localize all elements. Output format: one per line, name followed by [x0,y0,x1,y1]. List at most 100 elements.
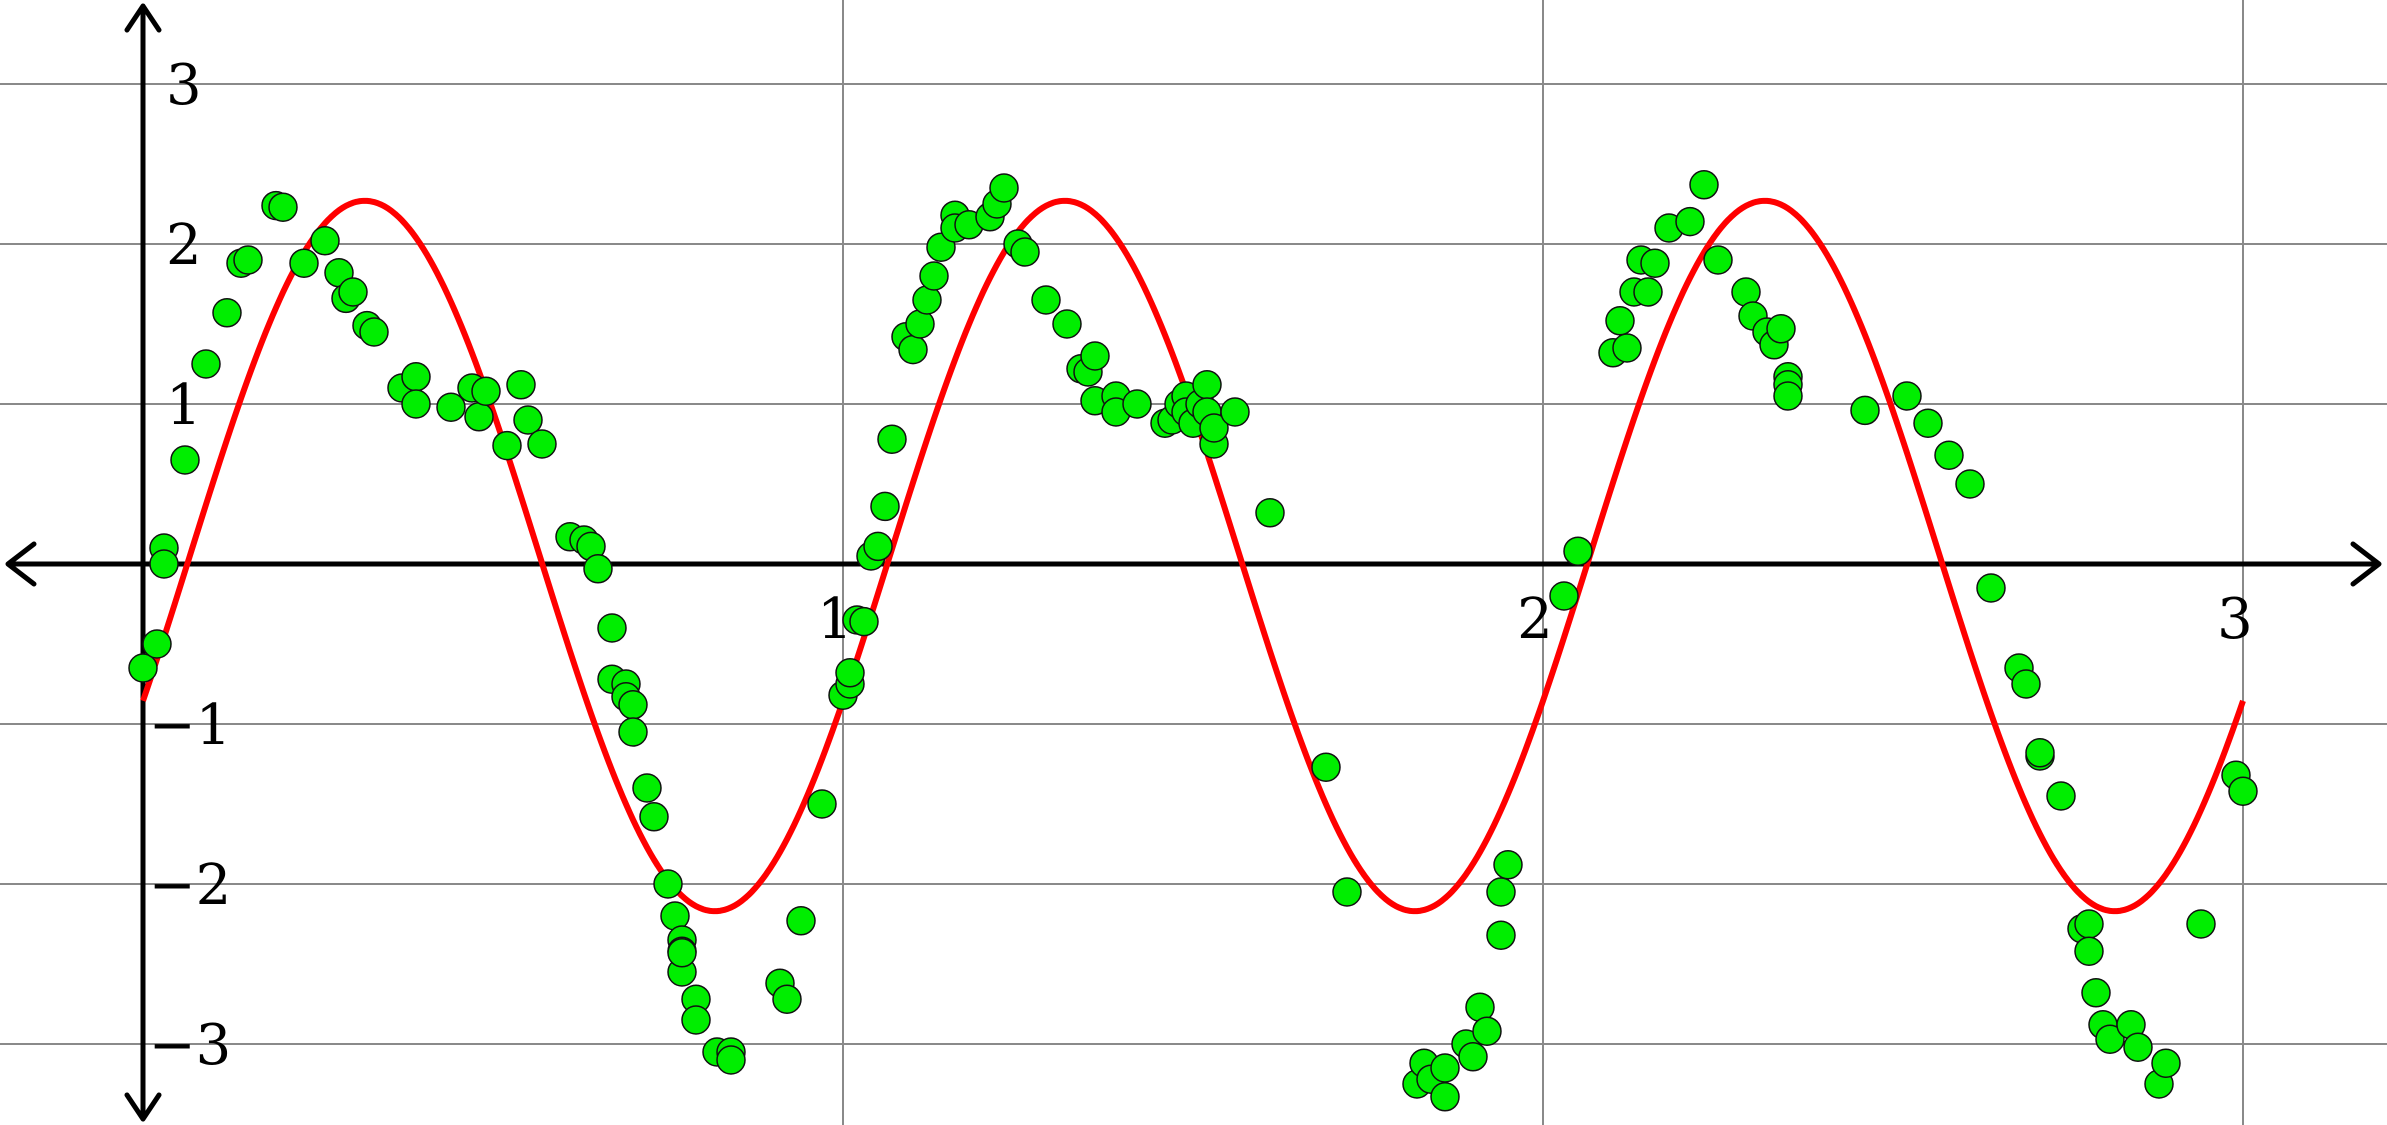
scatter-point [233,245,263,275]
scatter-point [1892,381,1922,411]
scatter-point [2074,936,2104,966]
scatter-point [2046,781,2076,811]
scatter-point [1311,752,1341,782]
fit-curve [140,197,2246,915]
scatter-point [1010,237,1040,267]
scatter-point [1199,413,1229,443]
scatter-point [401,362,431,392]
points-layer [128,170,2258,1112]
scatter-point [1703,245,1733,275]
scatter-point [618,717,648,747]
scatter-point [1486,920,1516,950]
fit-curve-layer [140,197,2246,915]
scatter-point [1430,1053,1460,1083]
y-tick-label: −3 [149,1013,232,1078]
scatter-point [618,690,648,720]
x-axis-arrow-right [2350,541,2382,587]
scatter-point [1675,206,1705,237]
scatter-point [2081,978,2111,1008]
scatter-point [1955,469,1985,499]
scatter-point [786,906,816,936]
scatter-point [2074,909,2104,939]
scatter-point [1612,333,1642,363]
scatter-point [436,392,466,422]
scatter-point [338,277,368,307]
scatter-point [653,869,683,899]
scatter-point [128,653,158,683]
scatter-point [716,1045,746,1075]
scatter-point [835,658,865,688]
scatter-point [681,1005,711,1035]
scatter-point [807,789,837,819]
scatter-point [492,430,522,461]
scatter-point [212,298,242,328]
scatter-point [1430,1082,1460,1112]
scatter-point [149,549,179,579]
y-tick-label: 1 [166,373,202,438]
scatter-point [471,376,501,406]
scatter-point [2186,909,2216,939]
scatter-point [898,334,928,365]
scatter-point [1493,850,1523,880]
scatter-point [667,938,697,968]
x-tick-label: 2 [1517,587,1553,652]
scatter-point [1976,573,2006,603]
scatter-point [583,554,613,584]
scatter-point [1934,440,1964,470]
scatter-point [989,173,1019,203]
scatter-point [289,248,319,278]
scatter-point [310,226,340,256]
scatter-point [1563,536,1593,566]
scatter-point [1850,395,1880,426]
scatter-point [863,531,893,562]
scatter-point [2011,669,2041,699]
scatter-point [1633,277,1663,307]
scatter-point [1332,877,1362,907]
x-axis-arrow-left [5,541,37,587]
scatter-point [2095,1024,2125,1054]
scatter-point [1458,1042,1488,1072]
scatter-point [142,629,172,659]
scatter-point [597,613,627,643]
scatter-point [639,802,669,832]
scatter-point [1192,370,1222,400]
y-tick-label: −1 [149,693,232,758]
scatter-point [513,405,543,435]
axes-layer [5,3,2382,1122]
scatter-point [1605,306,1635,336]
scatter-point [1255,498,1285,528]
scatter-point [2151,1048,2181,1078]
scatter-point [919,261,949,291]
scatter-point [527,429,557,459]
scatter-point [464,402,494,432]
y-tick-label: −2 [149,853,232,918]
scatter-point [506,370,536,400]
scatter-point [2228,776,2258,806]
scatter-point [268,192,298,222]
y-tick-label: 3 [166,53,202,118]
scatter-point [1122,389,1152,419]
scatter-point [1689,170,1719,200]
y-tick-label: 2 [166,213,202,278]
scatter-point [1549,581,1579,611]
scatter-point [1640,248,1670,278]
scatter-point [1766,314,1796,344]
scatter-point [170,445,200,475]
x-tick-label: 3 [2217,587,2253,652]
scatter-point [359,317,389,347]
y-axis-arrow-bottom [124,1092,162,1122]
scatter-point [2025,738,2055,768]
y-axis-arrow-top [124,3,162,33]
scatter-point [191,349,221,379]
scatter-point [401,389,431,419]
scatter-point [1913,408,1943,438]
scatter-point [2123,1032,2153,1062]
scatter-point [877,424,907,454]
scatter-point [1031,285,1061,315]
scatter-point [1472,1016,1502,1046]
scatter-point [772,984,802,1014]
scatter-point [849,606,879,637]
scatter-point [1220,397,1250,427]
scatter-point [1486,877,1516,907]
